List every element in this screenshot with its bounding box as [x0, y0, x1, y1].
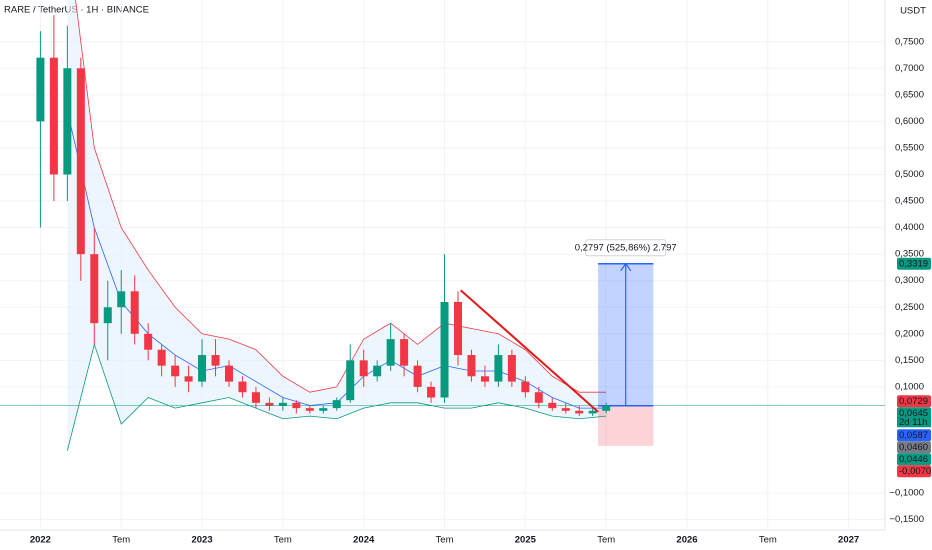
x-tick-label: Tem	[274, 535, 292, 546]
candle-body	[305, 408, 314, 411]
currency-label[interactable]: USDT	[900, 6, 926, 17]
price-badge-label: 0,0587	[899, 430, 928, 441]
candle-body	[467, 355, 476, 377]
x-tick-label: 2026	[676, 535, 697, 546]
candle-body	[103, 307, 112, 324]
measure-label-box	[585, 239, 667, 257]
candle-body	[184, 376, 193, 382]
y-tick-label: 0,4500	[895, 196, 924, 207]
y-tick-label: 0,2500	[895, 302, 924, 313]
y-tick-label: −0,1000	[889, 488, 924, 499]
candle-body	[507, 355, 516, 382]
candle-body	[561, 408, 570, 411]
candle-body	[588, 410, 597, 414]
candle-body	[440, 301, 449, 398]
candle-body	[49, 57, 58, 175]
candle-body	[494, 355, 503, 382]
candle-body	[359, 360, 368, 377]
price-badge-label: 0,0460	[899, 442, 928, 453]
candle-body	[63, 68, 72, 175]
candle-body	[521, 381, 530, 393]
candle-body	[278, 402, 287, 406]
countdown: 2d 11h	[899, 417, 927, 428]
candle-body	[211, 355, 220, 366]
x-tick-label: 2024	[353, 535, 375, 546]
candle-body	[480, 376, 489, 382]
candle-body	[575, 410, 584, 414]
y-tick-label: 0,5000	[895, 169, 924, 180]
candle-body	[319, 408, 328, 411]
candle-body	[427, 386, 436, 398]
candle-body	[400, 339, 409, 366]
candle-body	[224, 365, 233, 382]
candle-body	[198, 355, 207, 382]
price-badge	[897, 395, 931, 408]
price-badge-label: 0,0645	[899, 408, 928, 419]
price-badge	[897, 257, 931, 270]
candle-body	[346, 360, 355, 401]
candle-body	[602, 405, 611, 411]
price-badge-label: 0,0729	[899, 396, 928, 407]
candle-body	[534, 392, 543, 403]
countdown-bg	[897, 417, 931, 428]
y-tick-label: 0,7500	[895, 36, 924, 47]
candle-body	[386, 339, 395, 366]
candle-body	[76, 68, 85, 255]
x-tick-label: Tem	[436, 535, 454, 546]
x-tick-label: 2027	[838, 535, 859, 546]
price-badge	[897, 407, 931, 420]
candle-body	[265, 402, 274, 406]
x-tick-label: 2025	[515, 535, 537, 546]
candle-body	[251, 392, 260, 403]
price-badge	[897, 453, 931, 466]
y-tick-label: 0,1500	[895, 355, 924, 366]
plot-area	[0, 0, 885, 530]
candle-body	[332, 400, 341, 409]
price-badge-label: 0,0446	[899, 454, 928, 465]
band-upper	[75, 0, 607, 393]
candle-body	[36, 57, 45, 122]
candle-body	[90, 254, 99, 324]
candle-body	[238, 381, 247, 393]
y-tick-label: −0,1500	[889, 514, 924, 525]
candle-body	[130, 291, 139, 334]
y-tick-label: 0,5500	[895, 142, 924, 153]
price-badge-label: 0,3319	[899, 258, 928, 269]
candle-body	[144, 333, 153, 350]
candle-body	[453, 301, 462, 356]
x-tick-label: Tem	[112, 535, 130, 546]
x-tick-label: Tem	[759, 535, 777, 546]
trendline	[460, 289, 599, 413]
x-tick-label: 2022	[30, 535, 51, 546]
candle-body	[373, 365, 382, 377]
arrow-head	[620, 262, 632, 272]
candle-body	[117, 291, 126, 308]
x-tick-label: 2023	[191, 535, 212, 546]
band-lower	[66, 343, 607, 451]
y-tick-label: 0,3500	[895, 249, 924, 260]
price-badge	[897, 429, 931, 442]
stop-zone	[598, 405, 654, 446]
candle-body	[413, 365, 422, 387]
candle-body	[548, 402, 557, 409]
y-tick-label: 0,2000	[895, 328, 924, 339]
price-badge	[897, 441, 931, 454]
price-badge	[897, 465, 931, 478]
y-tick-label: 0,1000	[895, 381, 924, 392]
price-badge-label: -0,0070	[899, 466, 931, 477]
band-fill	[67, 0, 607, 451]
y-tick-label: 0,6500	[895, 89, 924, 100]
y-tick-label: 0,7000	[895, 63, 924, 74]
candle-body	[292, 402, 301, 409]
y-tick-label: 0,3000	[895, 275, 924, 286]
candle-body	[171, 365, 180, 377]
measure-label: 0,2797 (525,86%) 2.797	[575, 242, 677, 253]
y-tick-label: 0,6000	[895, 116, 924, 127]
x-tick-label: Tem	[597, 535, 615, 546]
candle-body	[157, 349, 166, 366]
y-tick-label: 0,4000	[895, 222, 924, 233]
